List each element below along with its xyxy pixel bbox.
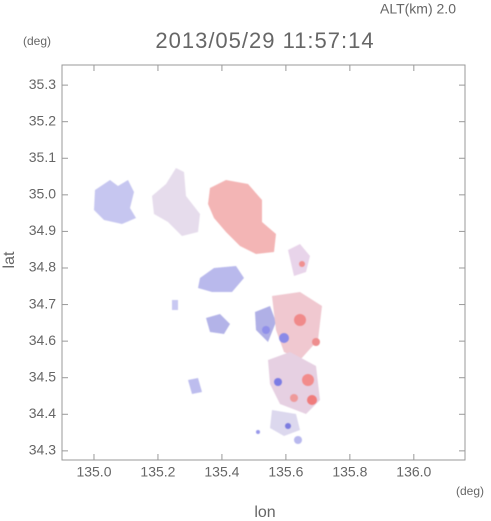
x-tick-label: 136.0	[396, 464, 431, 480]
y-tick-label: 34.9	[29, 222, 56, 238]
y-tick-label: 34.8	[29, 259, 56, 275]
echo-field	[94, 168, 322, 444]
x-tick-label: 135.6	[268, 464, 303, 480]
y-tick-label: 34.6	[29, 332, 56, 348]
chart-title: 2013/05/29 11:57:14	[155, 28, 374, 53]
y-tick-label: 34.5	[29, 368, 56, 384]
y-tick-label: 35.0	[29, 186, 56, 202]
y-tick-label: 34.7	[29, 295, 56, 311]
plot-frame	[61, 64, 466, 461]
y-tick-label: 34.3	[29, 442, 56, 458]
x-tick-label: 135.2	[140, 464, 175, 480]
x-tick-label: 135.4	[204, 464, 239, 480]
x-unit: (deg)	[456, 484, 484, 498]
x-tick-label: 135.0	[76, 464, 111, 480]
y-tick-label: 34.4	[29, 405, 56, 421]
y-axis-label: lat	[1, 251, 18, 268]
x-tick-label: 135.8	[332, 464, 367, 480]
x-axis-label: lon	[254, 504, 275, 521]
y-tick-label: 35.2	[29, 112, 56, 128]
y-unit: (deg)	[23, 34, 51, 48]
y-tick-label: 35.3	[29, 76, 56, 92]
altitude-label: ALT(km) 2.0	[380, 1, 456, 17]
y-tick-label: 35.1	[29, 149, 56, 165]
